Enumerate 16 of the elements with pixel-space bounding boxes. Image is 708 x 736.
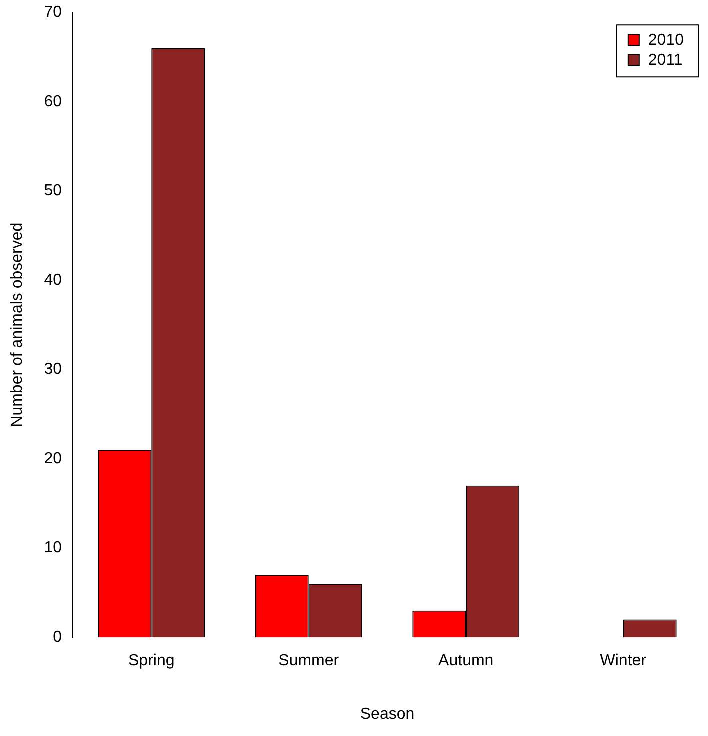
y-tick-label: 40 [44,272,62,289]
y-axis-title: Number of animals observed [9,222,26,428]
y-tick-label: 20 [44,450,62,468]
x-tick-label: Winter [600,652,648,670]
x-tick-label: Autumn [438,652,494,670]
legend-label: 2011 [648,52,683,70]
x-axis-title: Season [360,706,415,723]
y-tick-label: 0 [53,629,62,646]
y-tick-label: 50 [44,182,62,200]
y-tick-label: 30 [44,361,62,378]
x-tick-label: Spring [128,652,175,670]
y-tick-label: 10 [44,540,62,557]
y-tick-label: 60 [44,93,62,110]
legend-label: 2010 [648,32,684,50]
y-tick-label: 70 [44,4,62,22]
x-tick-label: Summer [278,652,340,670]
